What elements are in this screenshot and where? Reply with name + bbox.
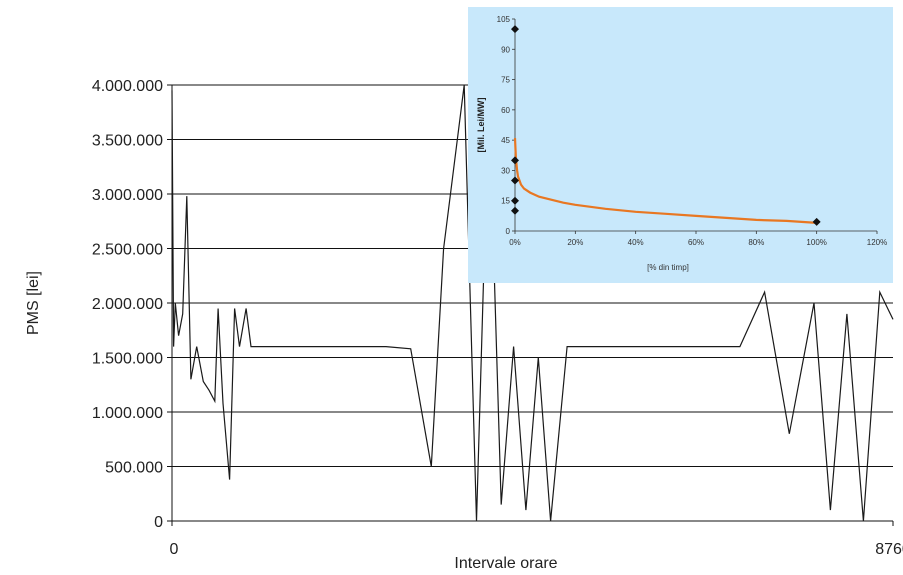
main-y-axis-title: PMS [lei] <box>25 271 42 335</box>
series-line <box>171 84 894 522</box>
x-tick-label: 0 <box>170 541 179 558</box>
inset-y-tick-label: 45 <box>501 136 510 145</box>
inset-y-tick-label: 0 <box>506 227 511 236</box>
inset-y-tick-label: 15 <box>501 197 510 206</box>
y-tick-label: 2.000.000 <box>92 296 163 313</box>
inset-y-tick-label: 75 <box>501 76 510 85</box>
main-series <box>171 84 894 522</box>
inset-y-tick-label: 60 <box>501 106 510 115</box>
inset-diamond-marker <box>511 206 519 215</box>
main-x-axis: 0 8760 <box>170 520 903 558</box>
y-tick-label: 3.000.000 <box>92 187 163 204</box>
inset-x-tick-label: 40% <box>628 238 644 247</box>
inset-x-axis-title: [% din timp] <box>647 263 689 272</box>
inset-x-tick-label: 120% <box>867 238 887 247</box>
inset-x-tick-label: 60% <box>688 238 704 247</box>
inset-y-tick-label: 105 <box>497 15 511 24</box>
inset-y-tick-label: 90 <box>501 45 510 54</box>
main-y-axis: 0 500.000 1.000.000 1.500.000 2.000.000 2.500… <box>92 78 173 531</box>
y-tick-label: 3.500.000 <box>92 133 163 150</box>
inset-y-axis: 0 15 30 45 60 75 90 105 <box>497 15 516 236</box>
inset-x-tick-label: 0% <box>509 238 521 247</box>
inset-diamond-marker <box>511 196 519 205</box>
y-tick-label: 500.000 <box>105 460 163 477</box>
inset-y-tick-label: 30 <box>501 166 510 175</box>
y-tick-label: 2.500.000 <box>92 242 163 259</box>
y-tick-label: 4.000.000 <box>92 78 163 95</box>
inset-diamond-marker <box>511 156 519 165</box>
inset-diamond-marker <box>812 217 821 226</box>
main-chart: 0 500.000 1.000.000 1.500.000 2.000.000 2.500… <box>25 78 903 572</box>
main-x-axis-title: Intervale orare <box>454 555 557 572</box>
y-tick-label: 0 <box>154 514 163 531</box>
y-tick-label: 1.000.000 <box>92 405 163 422</box>
x-tick-label: 8760 <box>875 541 903 558</box>
inset-x-tick-label: 100% <box>806 238 826 247</box>
inset-curve <box>513 138 817 224</box>
inset-x-tick-label: 20% <box>567 238 583 247</box>
inset-series <box>511 25 821 226</box>
y-tick-label: 1.500.000 <box>92 351 163 368</box>
inset-x-tick-label: 80% <box>748 238 764 247</box>
inset-x-axis: 0% 20% 40% 60% 80% 100% 120% <box>509 230 887 247</box>
inset-background <box>468 7 893 283</box>
inset-diamond-marker <box>511 176 519 185</box>
inset-diamond-marker <box>511 25 519 34</box>
inset-y-axis-title: [Mil. Lei/MW] <box>476 98 486 153</box>
